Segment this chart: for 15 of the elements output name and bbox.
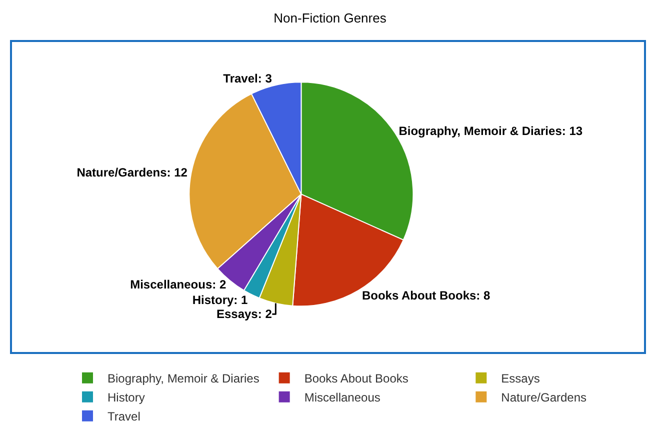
chart-title: Non-Fiction Genres bbox=[274, 10, 387, 26]
data-label: Miscellaneous: 2 bbox=[130, 278, 226, 292]
data-label: Books About Books: 8 bbox=[362, 288, 490, 303]
legend-label: Essays bbox=[501, 372, 540, 386]
legend-label: Travel bbox=[108, 410, 140, 424]
legend-label: Miscellaneous bbox=[304, 390, 380, 405]
data-label: Biography, Memoir & Diaries: 13 bbox=[398, 124, 583, 138]
legend-label: Books About Books bbox=[304, 372, 408, 386]
legend-label: History bbox=[108, 390, 145, 405]
legend-label: Nature/Gardens bbox=[501, 390, 587, 405]
data-label: Travel: 3 bbox=[223, 71, 272, 86]
data-label: Nature/Gardens: 12 bbox=[76, 166, 188, 180]
legend-label: Biography, Memoir & Diaries bbox=[108, 372, 260, 386]
data-label: Essays: 2 bbox=[216, 307, 272, 322]
data-label: History: 1 bbox=[192, 293, 248, 308]
